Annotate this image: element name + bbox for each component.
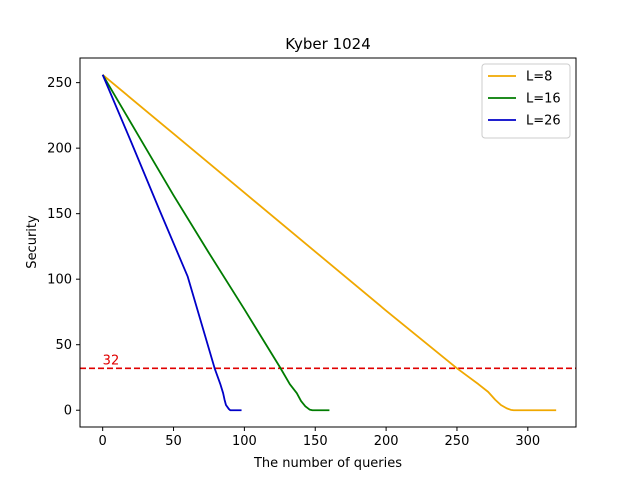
reference-line-layer: 32 [80,353,576,370]
series-line-L=26 [101,74,242,412]
series-layer [101,74,557,412]
x-axis-label: The number of queries [253,456,402,471]
y-tick-label: 200 [47,142,72,157]
x-tick-label: 200 [374,434,399,449]
x-tick-label: 100 [232,434,257,449]
y-tick-label: 50 [55,338,72,353]
legend-label: L=8 [526,70,552,85]
series-line-L=16 [101,74,330,412]
y-tick-label: 0 [64,404,72,419]
legend-label: L=26 [526,114,561,129]
chart-title: Kyber 1024 [285,35,370,53]
series-line-L=8 [102,74,557,412]
threshold-label: 32 [103,353,120,368]
x-tick-label: 0 [99,434,107,449]
legend: L=8 L=16 L=26 [481,63,571,139]
y-axis: 0 50 100 150 200 250 [47,76,80,419]
x-axis: 0 50 100 150 200 250 300 [99,427,540,449]
x-tick-label: 50 [165,434,182,449]
y-axis-label: Security [25,215,40,269]
plot-frame [79,57,577,428]
legend-label: L=16 [526,92,561,107]
y-tick-label: 250 [47,76,72,91]
x-tick-label: 250 [445,434,470,449]
y-tick-label: 150 [47,207,72,222]
y-tick-label: 100 [47,273,72,288]
x-tick-label: 300 [515,434,540,449]
x-tick-label: 150 [303,434,328,449]
